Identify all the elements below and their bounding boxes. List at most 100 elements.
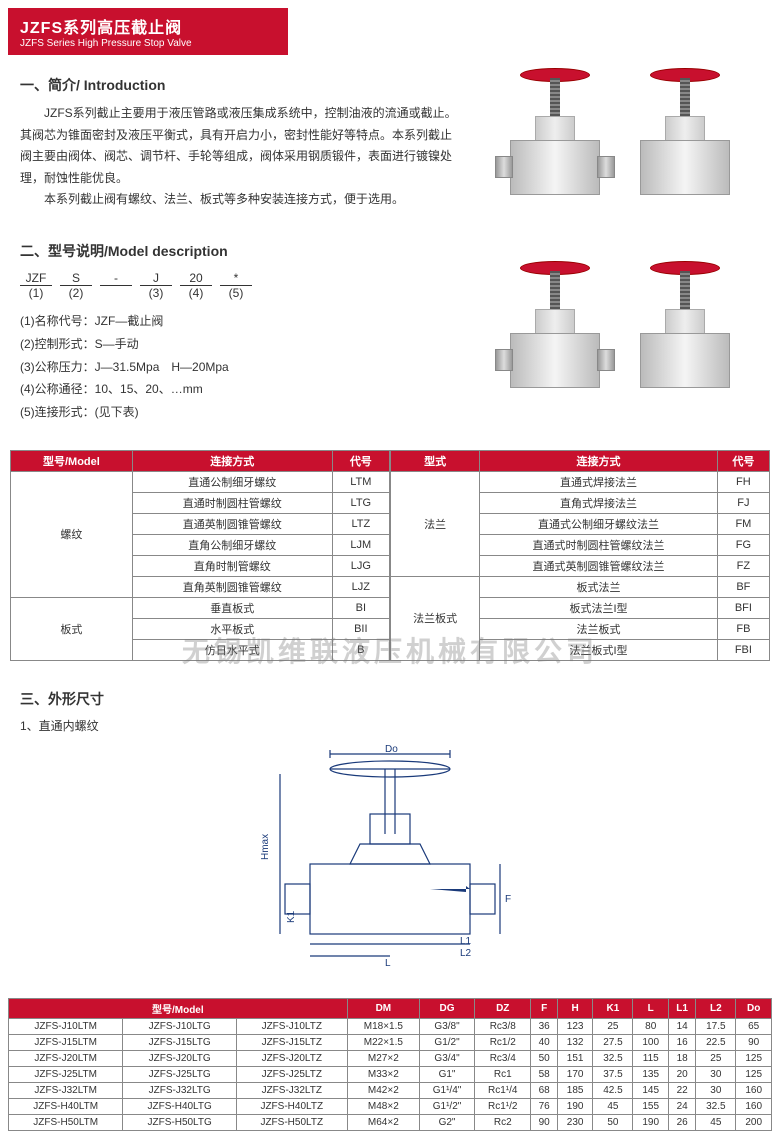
table-cell: 36 — [531, 1018, 557, 1034]
table-cell: JZFS-J15LTG — [123, 1034, 237, 1050]
dim-header: DM — [347, 998, 419, 1018]
table-cell: 45 — [696, 1114, 736, 1130]
dim-header: K1 — [593, 998, 633, 1018]
table-cell: FM — [717, 513, 769, 534]
table-cell: 直通公制细牙螺纹 — [132, 471, 332, 492]
table-cell: JZFS-J25LTM — [9, 1066, 123, 1082]
table-cell: B — [332, 639, 389, 660]
code-index — [100, 286, 132, 300]
table-cell: Rc2 — [475, 1114, 531, 1130]
table-cell: 板式法兰I型 — [480, 597, 718, 618]
dim-header: DZ — [475, 998, 531, 1018]
table-cell: BFI — [717, 597, 769, 618]
table-cell: 直通英制圆锥管螺纹 — [132, 513, 332, 534]
technical-diagram: Do Hmax F K1 L L1 L2 — [190, 744, 590, 974]
group-label: 法兰 — [391, 471, 480, 576]
connection-table-right: 型式连接方式代号 法兰直通式焊接法兰FH直角式焊接法兰FJ直通式公制细牙螺纹法兰… — [390, 450, 770, 661]
code-cell: - — [100, 271, 132, 286]
table-cell: 25 — [696, 1050, 736, 1066]
model-item: (1)名称代号：JZF—截止阀 — [20, 310, 460, 333]
table-cell: 32.5 — [696, 1098, 736, 1114]
valve-image-1 — [495, 68, 615, 208]
table-cell: G2" — [420, 1114, 475, 1130]
table-cell: 37.5 — [593, 1066, 633, 1082]
table-cell: 垂直板式 — [132, 597, 332, 618]
banner-cn: JZFS系列高压截止阀 — [20, 14, 276, 38]
model-item: (2)控制形式：S—手动 — [20, 333, 460, 356]
table-cell: JZFS-J10LTZ — [236, 1018, 347, 1034]
table-cell: 直通式公制细牙螺纹法兰 — [480, 513, 718, 534]
table-cell: Rc1¹/4 — [475, 1082, 531, 1098]
dim-header: L1 — [668, 998, 695, 1018]
table-cell: 30 — [696, 1066, 736, 1082]
table-cell: LJM — [332, 534, 389, 555]
table-cell: 50 — [531, 1050, 557, 1066]
code-cell: 20 — [180, 271, 212, 286]
table-cell: Rc1¹/2 — [475, 1098, 531, 1114]
table-cell: 30 — [696, 1082, 736, 1098]
banner-en: JZFS Series High Pressure Stop Valve — [20, 38, 276, 49]
table-cell: G1/2" — [420, 1034, 475, 1050]
model-item: (4)公称通径：10、15、20、…mm — [20, 378, 460, 401]
table-cell: LTG — [332, 492, 389, 513]
table-cell: 板式法兰 — [480, 576, 718, 597]
table-cell: 20 — [668, 1066, 695, 1082]
table-cell: 16 — [668, 1034, 695, 1050]
table-cell: 125 — [736, 1066, 772, 1082]
table-cell: FZ — [717, 555, 769, 576]
table-cell: M64×2 — [347, 1114, 419, 1130]
table-cell: 22.5 — [696, 1034, 736, 1050]
table-row: 板式垂直板式BI — [11, 597, 390, 618]
table-cell: M27×2 — [347, 1050, 419, 1066]
table-cell: Rc3/8 — [475, 1018, 531, 1034]
table-cell: JZFS-J10LTG — [123, 1018, 237, 1034]
code-cell: S — [60, 271, 92, 286]
valve-image-4 — [625, 261, 745, 401]
table-cell: 65 — [736, 1018, 772, 1034]
table-cell: 151 — [557, 1050, 593, 1066]
code-cell: JZF — [20, 271, 52, 286]
table-cell: 17.5 — [696, 1018, 736, 1034]
table-cell: G1¹/4" — [420, 1082, 475, 1098]
table-cell: 仿日水平式 — [132, 639, 332, 660]
table-cell: JZFS-J15LTZ — [236, 1034, 347, 1050]
table-cell: JZFS-J15LTM — [9, 1034, 123, 1050]
table-header: 代号 — [332, 450, 389, 471]
model-code-breakdown: JZFS-J20* (1)(2)(3)(4)(5) — [20, 271, 460, 300]
table-row: JZFS-J20LTMJZFS-J20LTGJZFS-J20LTZM27×2G3… — [9, 1050, 772, 1066]
model-item: (5)连接形式：(见下表) — [20, 401, 460, 424]
table-cell: 直通式焊接法兰 — [480, 471, 718, 492]
table-header: 代号 — [717, 450, 769, 471]
dim-heading: 三、外形尺寸 — [20, 689, 760, 709]
table-cell: 125 — [736, 1050, 772, 1066]
table-cell: 160 — [736, 1082, 772, 1098]
table-cell: FBI — [717, 639, 769, 660]
label-do: Do — [385, 744, 398, 755]
label-f: F — [505, 894, 511, 905]
table-cell: 58 — [531, 1066, 557, 1082]
table-cell: M48×2 — [347, 1098, 419, 1114]
table-cell: 135 — [633, 1066, 669, 1082]
table-cell: JZFS-J20LTZ — [236, 1050, 347, 1066]
table-cell: Rc3/4 — [475, 1050, 531, 1066]
table-row: JZFS-J25LTMJZFS-J25LTGJZFS-J25LTZM33×2G1… — [9, 1066, 772, 1082]
product-images-2 — [480, 231, 760, 432]
table-cell: JZFS-J10LTM — [9, 1018, 123, 1034]
table-cell: G1¹/2" — [420, 1098, 475, 1114]
table-cell: 145 — [633, 1082, 669, 1098]
table-cell: 直角英制圆锥管螺纹 — [132, 576, 332, 597]
code-index: (1) — [20, 286, 52, 300]
dim-header: 型号/Model — [9, 998, 348, 1018]
table-cell: LJZ — [332, 576, 389, 597]
table-cell: 14 — [668, 1018, 695, 1034]
table-cell: 50 — [593, 1114, 633, 1130]
table-cell: G3/4" — [420, 1050, 475, 1066]
table-cell: JZFS-H40LTZ — [236, 1098, 347, 1114]
table-row: JZFS-H50LTMJZFS-H50LTGJZFS-H50LTZM64×2G2… — [9, 1114, 772, 1130]
table-cell: 25 — [593, 1018, 633, 1034]
table-cell: 100 — [633, 1034, 669, 1050]
valve-image-3 — [495, 261, 615, 401]
table-cell: 直通式英制圆锥管螺纹法兰 — [480, 555, 718, 576]
table-cell: 22 — [668, 1082, 695, 1098]
group-label: 板式 — [11, 597, 133, 660]
